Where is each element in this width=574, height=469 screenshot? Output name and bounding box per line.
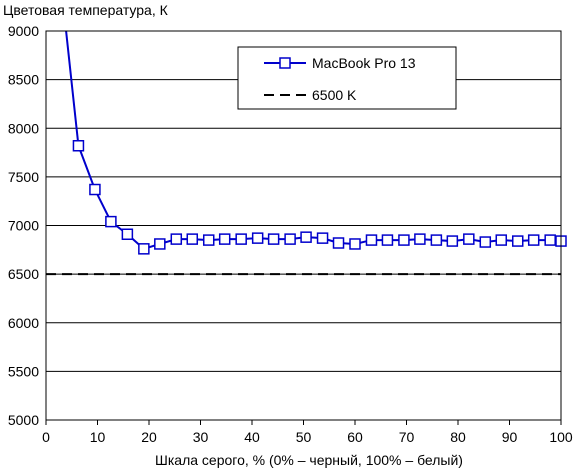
data-point-macbook xyxy=(479,236,492,248)
data-point-macbook xyxy=(365,234,378,246)
y-tick-labels: 5000 5500 6000 6500 7000 7500 8000 8500 9000 xyxy=(8,23,39,428)
data-point-macbook xyxy=(414,233,426,245)
y-axis-title: Цветовая температура, К xyxy=(3,2,169,18)
data-point-macbook xyxy=(284,233,296,245)
y-tick-label: 9000 xyxy=(8,23,39,39)
data-point-macbook xyxy=(105,215,117,228)
legend-marker-macbook xyxy=(279,57,291,69)
data-point-macbook xyxy=(170,233,183,245)
x-tick-label: 70 xyxy=(399,429,415,445)
x-tick-label: 60 xyxy=(347,429,363,445)
x-tick-labels: 0 10 20 30 40 50 60 70 80 90 100 xyxy=(42,420,573,445)
x-tick-label: 10 xyxy=(90,429,106,445)
x-tick-label: 80 xyxy=(450,429,466,445)
y-tick-label: 6500 xyxy=(8,266,39,282)
data-point-macbook xyxy=(235,233,247,245)
data-point-macbook xyxy=(349,238,361,250)
legend-box xyxy=(237,46,457,110)
x-tick-label: 90 xyxy=(502,429,518,445)
data-point-macbook xyxy=(381,234,394,246)
legend-label-6500: 6500 K xyxy=(312,87,357,103)
series-layer xyxy=(46,30,567,276)
data-point-macbook xyxy=(72,140,85,152)
y-tick-label: 7000 xyxy=(8,218,39,234)
data-point-macbook xyxy=(121,228,134,241)
data-point-macbook xyxy=(186,233,199,245)
data-point-macbook xyxy=(154,238,166,250)
x-tick-label: 50 xyxy=(296,429,312,445)
data-point-macbook xyxy=(138,243,150,255)
data-point-macbook xyxy=(332,237,345,249)
data-point-macbook xyxy=(267,233,280,245)
y-tick-label: 7500 xyxy=(8,169,39,185)
data-point-macbook xyxy=(251,232,264,244)
data-point-macbook xyxy=(495,234,508,246)
x-axis-title: Шкала серого, % (0% – черный, 100% – бел… xyxy=(155,452,463,468)
x-tick-label: 40 xyxy=(244,429,260,445)
data-point-macbook xyxy=(511,235,524,247)
plot-frame xyxy=(45,30,562,421)
data-point-macbook xyxy=(446,235,459,247)
x-tick-label: 20 xyxy=(141,429,157,445)
y-tick-label: 6000 xyxy=(8,315,39,331)
data-point-macbook xyxy=(527,234,540,246)
data-point-macbook xyxy=(463,233,475,245)
data-point-macbook xyxy=(544,234,556,246)
data-point-macbook xyxy=(316,232,329,244)
legend: MacBook Pro 13 6500 K xyxy=(237,46,457,110)
y-tick-label: 8000 xyxy=(8,120,39,136)
legend-label-macbook: MacBook Pro 13 xyxy=(312,55,416,71)
x-tick-label: 30 xyxy=(193,429,209,445)
y-tick-label: 5000 xyxy=(8,412,39,428)
x-tick-label: 0 xyxy=(42,429,50,445)
data-point-macbook xyxy=(430,234,443,246)
y-tick-label: 5500 xyxy=(8,363,39,379)
y-tick-label: 8500 xyxy=(8,72,39,88)
data-point-macbook xyxy=(202,234,215,246)
data-point-macbook xyxy=(218,233,231,245)
data-point-macbook xyxy=(398,234,410,246)
x-tick-label: 100 xyxy=(549,429,573,445)
data-point-macbook xyxy=(300,231,312,243)
data-point-macbook xyxy=(89,183,101,196)
